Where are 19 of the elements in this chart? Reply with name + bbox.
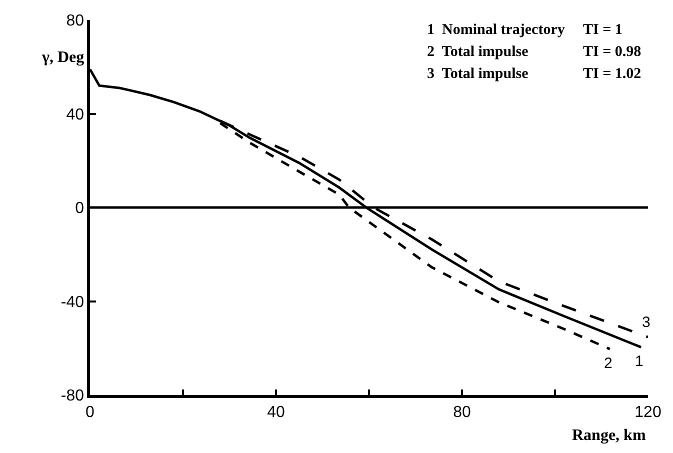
series-label: 3 [642,314,650,331]
x-tick-label: 40 [267,404,285,421]
series-label: 1 [635,353,644,370]
annotation: TI = 1.02 [583,66,642,82]
annotation: TI = 1 [583,22,622,38]
y-tick-label: -80 [60,388,84,405]
series-label: 2 [604,355,612,372]
annotation: 3 Total impulse [427,66,529,82]
x-tick-label: 120 [634,404,662,421]
y-tick-label: 0 [75,200,84,218]
y-tick-label: -40 [60,294,84,311]
y-tick-label: 80 [66,12,84,30]
x-tick-label: 80 [453,404,471,421]
y-axis-title: γ, Deg [41,49,84,66]
y-tick-label: 40 [66,106,84,124]
annotation: 1 Nominal trajectory [427,22,566,38]
annotation: 2 Total impulse [427,44,529,60]
x-axis-title: Range, km [572,427,646,444]
annotation: TI = 0.98 [583,44,642,60]
